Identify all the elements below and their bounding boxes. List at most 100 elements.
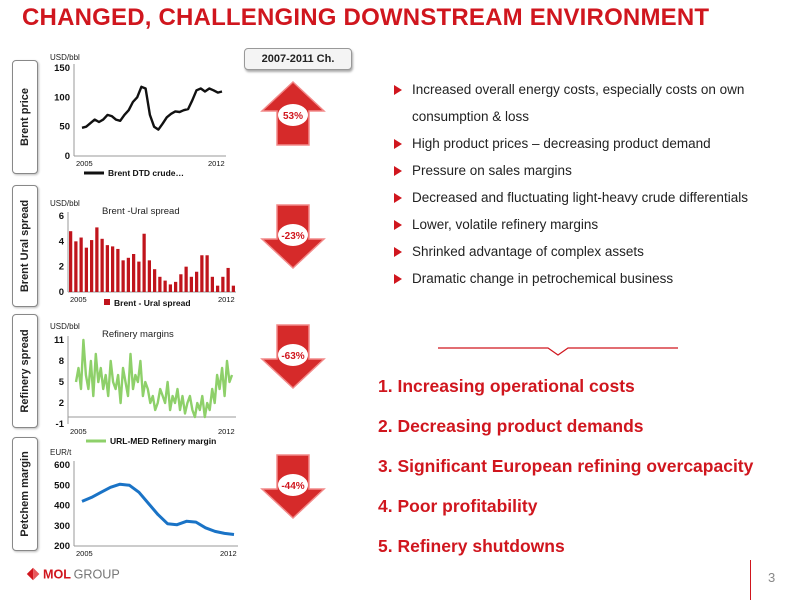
unit-label: USD/bbl [50, 322, 80, 331]
change-value: -23% [281, 231, 304, 242]
change-value: 53% [283, 111, 303, 122]
bullet-item: Decreased and fluctuating light-heavy cr… [394, 184, 794, 211]
unit-label: EUR/t [50, 448, 72, 457]
bar [95, 227, 99, 292]
bar [131, 254, 136, 292]
triangle-bullet-icon [394, 220, 402, 230]
brent-price-chart: USD/bbl 0 50 100 150 2005 2012 Brent DTD crude… [50, 53, 226, 178]
bar [205, 255, 209, 292]
x-tick-label: 2005 [70, 427, 87, 436]
legend-swatch [104, 299, 110, 305]
y-tick-label: 0 [65, 151, 70, 162]
triangle-bullet-icon [394, 85, 402, 95]
side-tab-refinery-spread: Refinery spread [12, 314, 38, 428]
brent-ural-spread-chart: USD/bbl Brent -Ural spread 0 2 4 6 2005 2012 Bre… [50, 199, 236, 308]
bar [226, 267, 230, 292]
y-tick-label: 4 [59, 236, 65, 247]
triangle-bullet-icon [394, 274, 402, 284]
bar [189, 276, 194, 292]
bar [68, 231, 73, 292]
series-line [74, 338, 234, 419]
conclusion-item: 2. Decreasing product demands [378, 416, 644, 436]
y-tick-label: 11 [54, 335, 65, 346]
unit-label: USD/bbl [50, 53, 80, 62]
bar [179, 274, 183, 292]
bar [215, 285, 220, 292]
bar [168, 284, 173, 292]
side-tab-petchem-margin: Petchem margin [12, 437, 38, 551]
bullet-list: Increased overall energy costs, especial… [394, 76, 794, 292]
page-number-divider [750, 560, 751, 600]
y-tick-label: 400 [54, 501, 70, 512]
series-line [81, 482, 235, 536]
page-number: 3 [768, 570, 776, 585]
bullet-item: Pressure on sales margins [394, 157, 794, 184]
change-value: -44% [281, 481, 304, 492]
bar [74, 241, 78, 292]
bar [84, 247, 89, 292]
bar [126, 257, 131, 292]
refinery-margins-chart: USD/bbl Refinery margins -1 2 5 8 11 2005 2012UR… [50, 322, 236, 446]
bar [137, 261, 141, 292]
bar [221, 276, 225, 292]
triangle-bullet-icon [394, 139, 402, 149]
mol-group-logo: MOL GROUP [26, 568, 120, 582]
side-tab-brent-price: Brent price [12, 60, 38, 174]
change-arrows: 53% -23% -63% -44% [260, 80, 326, 520]
y-tick-label: 150 [54, 63, 70, 74]
bar [105, 245, 110, 292]
x-tick-label: 2012 [218, 427, 235, 436]
chart-title: Refinery margins [102, 329, 174, 340]
change-value-background [278, 344, 308, 366]
x-tick-label: 2005 [76, 159, 93, 168]
logo-group-text: GROUP [74, 568, 120, 582]
y-tick-label: 0 [59, 287, 64, 298]
y-tick-label: 50 [59, 122, 70, 133]
triangle-bullet-icon [394, 166, 402, 176]
legend-label: Brent DTD crude… [108, 168, 184, 178]
bar [231, 285, 236, 292]
bar [210, 276, 215, 292]
x-tick-label: 2005 [76, 549, 93, 558]
y-tick-label: 6 [59, 211, 64, 222]
bar [79, 237, 83, 292]
y-tick-label: -1 [56, 419, 65, 430]
legend-label: Brent - Ural spread [114, 298, 191, 308]
bar [110, 246, 115, 292]
page-title: CHANGED, CHALLENGING DOWNSTREAM ENVIRONM… [22, 4, 710, 31]
bar [152, 269, 157, 292]
y-tick-label: 8 [59, 356, 64, 367]
unit-label: USD/bbl [50, 199, 80, 208]
bar [121, 260, 125, 292]
bullet-item: Shrinked advantage of complex assets [394, 238, 794, 265]
y-tick-label: 200 [54, 541, 70, 552]
bar [200, 255, 204, 292]
bar [163, 280, 167, 292]
change-value-background [278, 104, 308, 126]
bullet-item: Increased overall energy costs, especial… [394, 76, 794, 130]
conclusion-list: 1. Increasing operational costs 2. Decre… [378, 372, 753, 572]
bar [142, 233, 146, 292]
y-tick-label: 2 [59, 398, 64, 409]
y-tick-label: 5 [59, 377, 65, 388]
side-tab-brent-ural-spread: Brent Ural spread [12, 185, 38, 307]
x-tick-label: 2012 [218, 295, 235, 304]
change-value-background [278, 474, 308, 496]
bar [100, 238, 104, 292]
bar [147, 260, 152, 292]
bullet-item: High product prices – decreasing product… [394, 130, 794, 157]
x-tick-label: 2012 [220, 549, 237, 558]
petchem-margin-chart: EUR/t 200 300 400 500 600 2005 2012 [50, 448, 238, 558]
conclusion-item: 4. Poor profitability [378, 496, 538, 516]
bullet-item: Dramatic change in petrochemical busines… [394, 265, 794, 292]
y-tick-label: 100 [54, 92, 70, 103]
y-tick-label: 500 [54, 480, 70, 491]
bar [89, 240, 94, 292]
legend-label: URL-MED Refinery margin [110, 436, 216, 446]
bar [194, 271, 199, 292]
conclusion-item: 3. Significant European refining overcap… [378, 456, 754, 476]
y-tick-label: 600 [54, 460, 70, 471]
triangle-bullet-icon [394, 247, 402, 257]
change-period-badge: 2007-2011 Ch. [244, 48, 352, 70]
conclusion-item: 1. Increasing operational costs [378, 376, 635, 396]
